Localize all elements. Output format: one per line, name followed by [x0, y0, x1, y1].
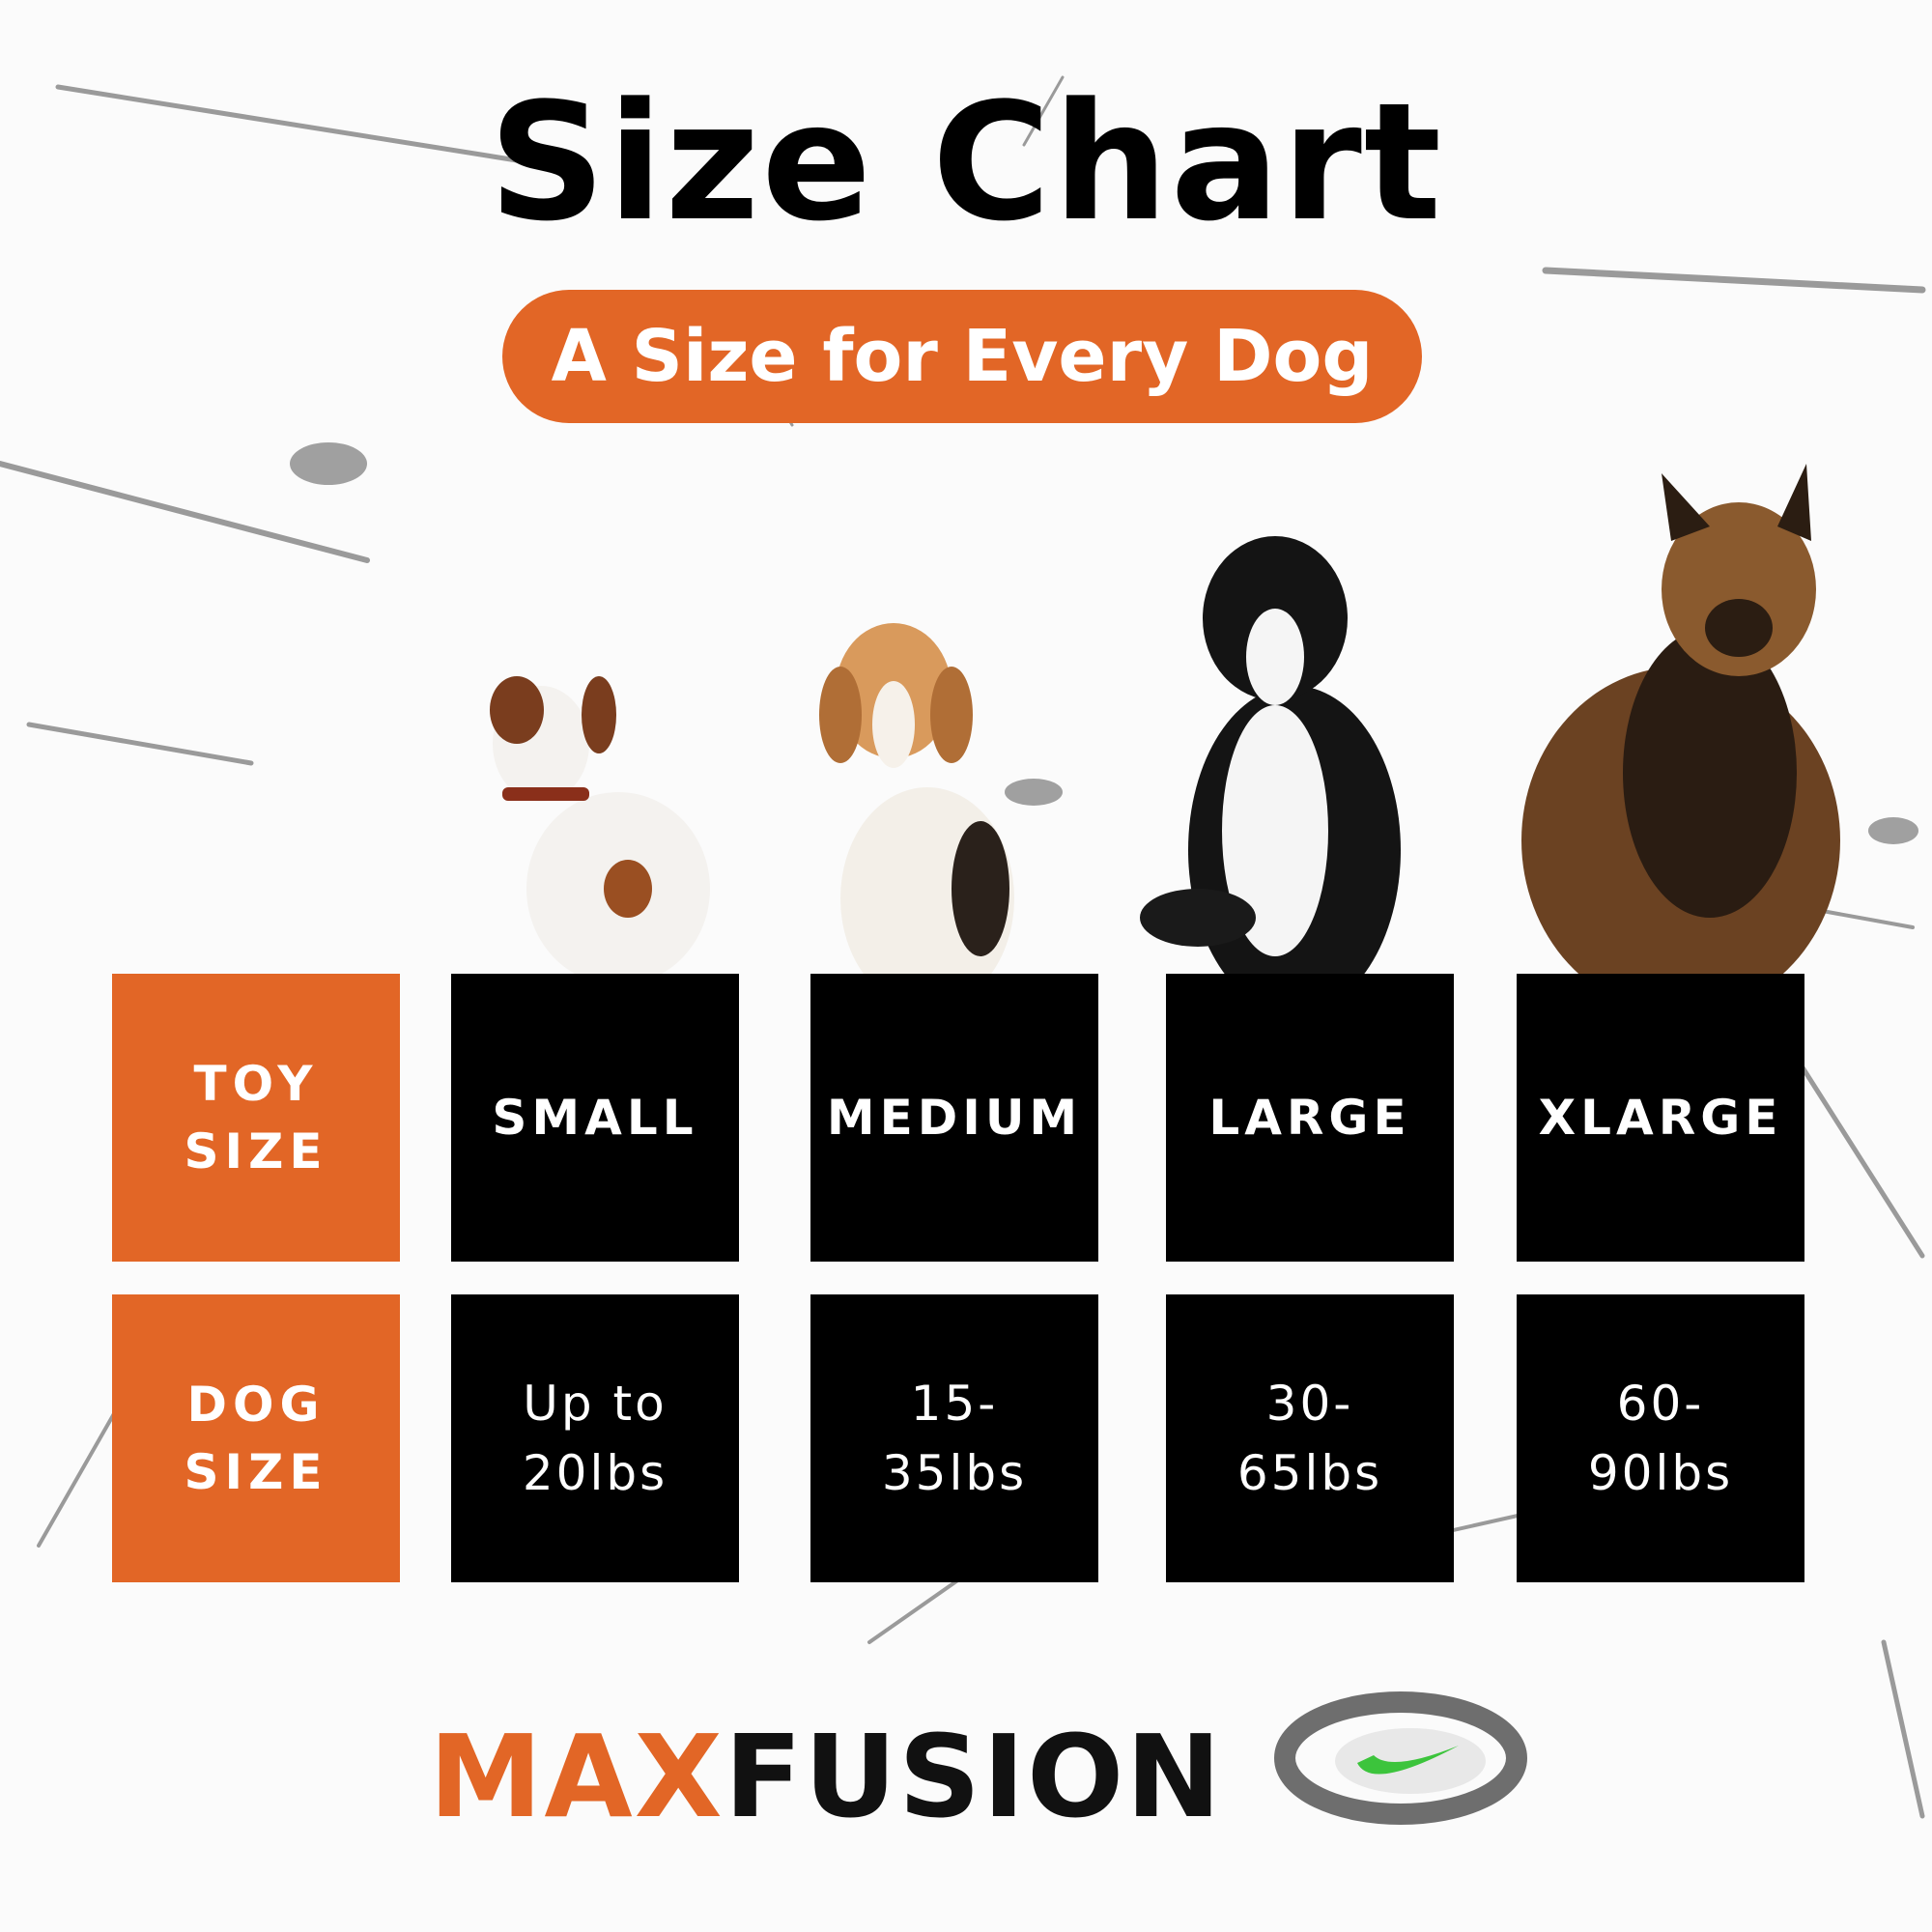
- weight-cell: 30-65lbs: [1166, 1294, 1454, 1582]
- title: Size Chart: [488, 68, 1444, 257]
- size-cell: SMALL: [451, 974, 739, 1262]
- large-dog: [1140, 536, 1401, 1014]
- brand-fusion: FUSION: [724, 1710, 1224, 1843]
- row-label: TOY SIZE: [112, 974, 400, 1262]
- row-label: DOG SIZE: [112, 1294, 400, 1582]
- weight-cell: Up to 20lbs: [451, 1294, 739, 1582]
- small-dog: [490, 676, 710, 985]
- subtitle: A Size for Every Dog: [551, 315, 1374, 398]
- xlarge-dog: [1521, 464, 1840, 1014]
- weight-cell: 15-35lbs: [810, 1294, 1098, 1582]
- subtitle-pill: A Size for Every Dog: [502, 290, 1422, 423]
- size-cell: XLARGE: [1517, 974, 1804, 1262]
- medium-dog: [819, 623, 1014, 1009]
- weight-cell: 60-90lbs: [1517, 1294, 1804, 1582]
- brand-max: MAX: [429, 1710, 724, 1843]
- brand-logo: MAXFUSION: [429, 1710, 1223, 1843]
- size-cell: MEDIUM: [810, 974, 1098, 1262]
- brand-icon: [1274, 1691, 1527, 1825]
- size-cell: LARGE: [1166, 974, 1454, 1262]
